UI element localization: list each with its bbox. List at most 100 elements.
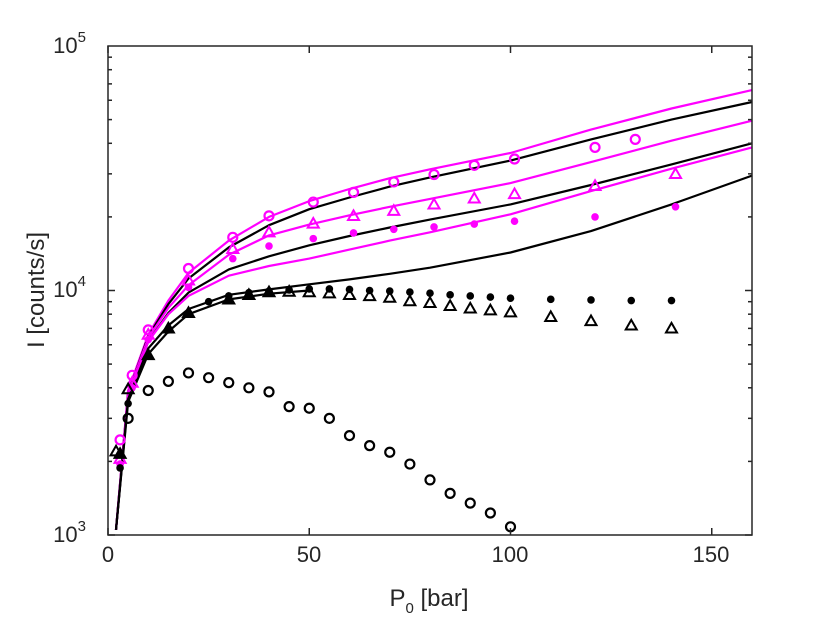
black-filled-circles-point-19 [486,293,495,301]
y-tick-label-1000: 103 [53,518,86,547]
magenta-open-circles-point-9 [428,168,440,181]
black-open-circles-point-0 [122,412,134,424]
magenta-open-triangles-point-9 [426,196,442,210]
black-filled-circles-point-16 [426,289,434,297]
magenta-filled-circles-point-7 [349,229,358,237]
x-tick-label-150: 150 [693,542,730,567]
black-fit-3 [114,174,753,530]
magenta-filled-circles-point-12 [591,213,599,221]
magenta-filled-circles-point-4 [228,254,237,263]
black-open-circles-point-10 [323,412,335,424]
black-filled-circles-point-0 [116,464,124,472]
black-open-triangles-point-9 [422,295,438,308]
black-filled-circles-point-22 [587,296,595,304]
y-tick-label-100000: 105 [53,29,86,58]
black-open-circles-point-9 [303,402,315,414]
black-open-triangles-point-16 [624,317,639,331]
black-open-circles-point-15 [424,474,436,486]
magenta-open-circles-point-7 [347,186,360,198]
magenta-open-triangles-point-7 [346,208,361,221]
magenta-open-circles-point-1 [126,369,138,381]
magenta-fit-lower [114,146,753,530]
black-open-circles-point-2 [162,375,174,387]
black-filled-circles-point-18 [466,292,475,300]
magenta-filled-circles-point-10 [470,220,479,228]
axis-ticks [107,46,752,536]
magenta-open-circles-point-10 [468,159,480,171]
magenta-filled-circles-point-8 [389,225,398,234]
black-filled-circles-point-15 [406,288,414,296]
magenta-filled-circles-point-13 [671,202,680,211]
magenta-filled-circles-point-5 [265,242,273,250]
black-open-circles-point-11 [343,430,356,442]
black-filled-circles-point-23 [627,296,636,305]
magenta-open-circles-point-0 [114,434,126,446]
black-open-triangles-point-10 [442,298,458,312]
magenta-filled-circles-point-3 [184,283,193,292]
x-tick-label-100: 100 [492,542,529,567]
x-tick-label-0: 0 [102,542,114,567]
magenta-open-circles-point-8 [388,176,400,188]
data-markers [108,133,683,533]
magenta-open-triangles-point-13 [668,166,683,179]
magenta-open-triangles-point-12 [587,178,603,191]
magenta-open-triangles-point-5 [261,224,277,238]
black-filled-circles-point-1 [124,399,132,408]
magenta-open-triangles-point-11 [507,186,522,200]
black-open-circles-point-3 [182,367,195,379]
black-open-triangles-point-1 [120,381,136,395]
black-open-triangles-point-17 [664,320,679,334]
black-open-triangles-point-7 [382,290,397,303]
magenta-open-triangles-point-10 [467,190,482,204]
magenta-open-circles-point-6 [307,196,319,208]
magenta-filled-circles-point-11 [510,217,519,226]
black-open-circles-point-13 [384,446,396,458]
y-tick-label-10000: 104 [53,273,86,302]
black-filled-circles-point-17 [446,291,454,299]
black-open-circles-point-7 [263,386,275,398]
black-open-triangles-point-8 [402,293,418,307]
magenta-filled-circles-point-9 [430,223,438,231]
black-open-triangles-point-6 [362,288,377,302]
black-filled-triangles-point-6 [261,284,277,298]
black-filled-circles-point-21 [546,295,555,304]
black-open-triangles-point-12 [483,302,498,316]
black-open-circles-point-4 [203,372,215,384]
black-open-circles-point-14 [404,458,416,470]
magenta-open-circles-point-2 [142,324,154,336]
magenta-open-triangles-point-8 [386,203,401,216]
black-open-circles-point-5 [223,377,235,389]
x-tick-label-50: 50 [297,542,321,567]
magenta-open-circles-point-11 [508,153,521,165]
magenta-open-circles-point-13 [629,133,641,145]
black-open-triangles-point-14 [543,309,558,323]
black-filled-triangles-point-5 [241,287,257,300]
magenta-open-circles-point-5 [263,210,275,222]
black-open-triangles-point-15 [583,313,599,327]
black-fit-1 [114,100,753,530]
black-filled-triangles-point-4 [221,291,236,305]
black-filled-triangles-point-1 [141,347,156,361]
magenta-open-circles-point-12 [589,141,601,153]
black-filled-circles-point-24 [667,296,676,305]
black-open-circles-point-18 [484,507,496,519]
black-open-circles-point-1 [142,384,154,397]
black-open-circles-point-17 [464,497,476,509]
black-open-circles-point-12 [364,440,376,452]
black-filled-triangles-point-3 [181,305,196,319]
black-open-triangles-point-3 [302,284,317,298]
black-filled-triangles-point-2 [161,320,176,334]
magenta-open-triangles-point-6 [306,215,321,229]
magenta-filled-circles-point-6 [309,234,318,243]
y-axis-title: I [counts/s] [23,232,50,348]
magenta-filled-circles-point-2 [144,335,153,344]
black-open-triangles-point-4 [322,285,337,299]
black-open-triangles-point-11 [463,300,478,314]
black-open-circles-point-8 [283,401,295,413]
black-filled-circles-point-20 [506,294,515,303]
black-open-circles-point-6 [243,382,255,394]
black-open-triangles-point-0 [108,443,124,457]
black-filled-circles-point-5 [204,297,213,306]
black-open-circles-point-16 [444,487,456,499]
